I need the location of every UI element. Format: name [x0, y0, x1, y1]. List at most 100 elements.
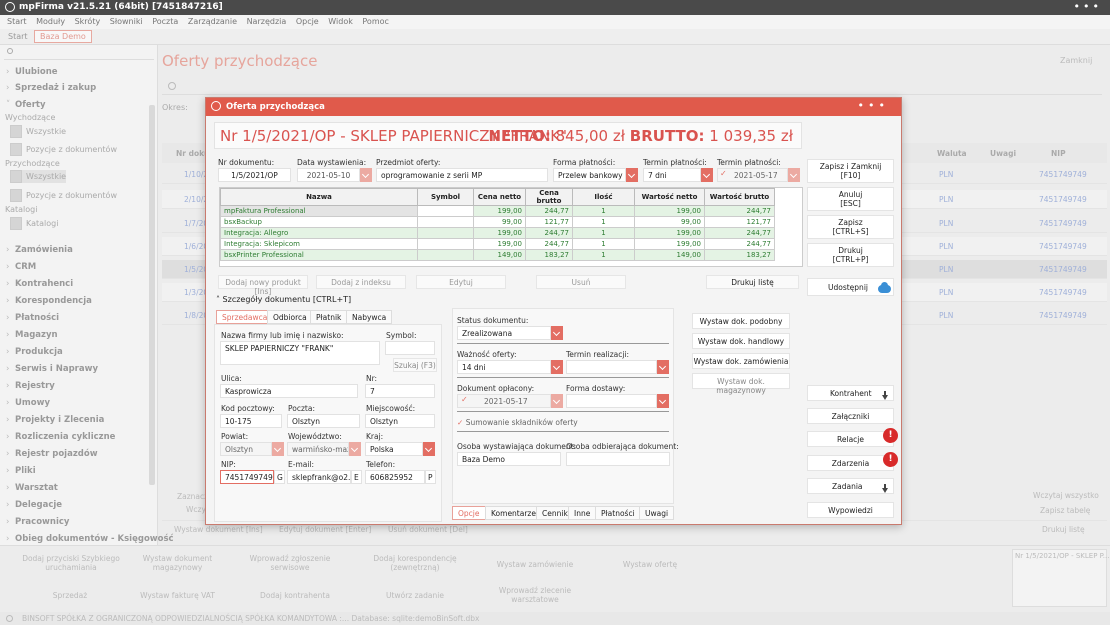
sidebar-item-umowy[interactable]: › Umowy [6, 398, 50, 408]
sidebar-item-pracownicy[interactable]: › Pracownicy [6, 517, 70, 527]
delete-product-button[interactable]: Usuń [536, 275, 626, 289]
status-dokumentu-dropdown-icon[interactable] [551, 326, 563, 340]
sidebar-leaf-przychodzace-wszystkie[interactable]: Wszystkie [10, 170, 67, 183]
col-uwagi[interactable]: Uwagi [990, 149, 1017, 158]
quick-zlecenie-warsztatowe[interactable]: Wprowadź zlecenie warsztatowe [498, 586, 572, 604]
sumowanie-checkbox[interactable]: ✓ Sumowanie składników oferty [457, 418, 578, 427]
sidebar-item-produkcja[interactable]: › Produkcja [6, 347, 63, 357]
menu-moduly[interactable]: Moduły [36, 17, 66, 26]
sidebar-item-serwis[interactable]: › Serwis i Naprawy [6, 364, 98, 374]
sidebar-item-delegacje[interactable]: › Delegacje [6, 500, 63, 510]
status-dokumentu-select[interactable]: Zrealizowana [457, 326, 551, 340]
print-list-button[interactable]: Drukuj listę [706, 275, 799, 289]
quick-utworz-zadanie[interactable]: Utwórz zadanie [386, 591, 444, 600]
forma-dostawy-dropdown-icon[interactable] [657, 394, 669, 408]
data-wystawienia-dropdown-icon[interactable] [360, 168, 372, 182]
sidebar-item-rozliczenia[interactable]: › Rozliczenia cykliczne [6, 432, 116, 442]
menu-zarzadzanie[interactable]: Zarządzanie [187, 17, 238, 26]
termin-platnosci-select[interactable]: 7 dni [643, 168, 701, 182]
add-from-index-button[interactable]: Dodaj z indeksu [316, 275, 406, 289]
sidebar-item-warsztat[interactable]: › Warsztat [6, 483, 58, 493]
termin-date-dropdown-icon[interactable] [788, 168, 800, 182]
quick-wystaw-zamowienie[interactable]: Wystaw zamówienie [496, 560, 574, 569]
osoba-wystawiajaca-input[interactable]: Baza Demo [457, 452, 561, 466]
data-wystawienia-input[interactable]: 2021-05-10 [297, 168, 360, 182]
sidebar-item-ulubione[interactable]: › Ulubione [6, 67, 58, 77]
sidebar-leaf-przychodzace-pozycje[interactable]: Pozycje z dokumentów [10, 189, 117, 202]
sidebar-item-rejestry[interactable]: › Rejestry [6, 381, 55, 391]
tab-odbiorca[interactable]: Odbiorca [267, 310, 313, 324]
table-row[interactable]: Integracja: Allegro 199,00 244,77 1 199,00… [220, 227, 775, 239]
forma-dostawy-select[interactable] [566, 394, 657, 408]
waznosc-select[interactable]: 14 dni [457, 360, 551, 374]
col-wartosc-brutto[interactable]: Wartość brutto [704, 188, 775, 206]
usun-dokument-button[interactable]: Usuń dokument [Del] [388, 525, 468, 534]
col-nip[interactable]: NIP [1051, 149, 1066, 158]
menu-start[interactable]: Start [7, 17, 27, 26]
powiat-dropdown-icon[interactable] [272, 442, 284, 456]
termin-realizacji-dropdown-icon[interactable] [657, 360, 669, 374]
edytuj-dokument-button[interactable]: Edytuj dokument [Enter] [279, 525, 372, 534]
termin-check-icon[interactable]: ✓ [720, 169, 727, 178]
symbol-input[interactable] [385, 341, 435, 355]
wystaw-podobny-button[interactable]: Wystaw dok. podobny [692, 313, 790, 329]
details-section-toggle[interactable]: ˄ Szczegóły dokumentu [CTRL+T] [216, 295, 352, 304]
waznosc-dropdown-icon[interactable] [551, 360, 563, 374]
wypowiedzi-button[interactable]: Wypowiedzi [807, 502, 894, 518]
wojewodztwo-select[interactable]: warmińsko-mazu [287, 442, 349, 456]
col-waluta[interactable]: Waluta [937, 149, 967, 158]
tab-uwagi[interactable]: Uwagi [639, 506, 675, 520]
poczta-input[interactable]: Olsztyn [287, 414, 360, 428]
nr-dokumentu-input[interactable]: 1/5/2021/OP [218, 168, 291, 182]
tab-baza-demo[interactable]: Baza Demo [34, 30, 92, 43]
zadania-button[interactable]: Zadania [807, 478, 894, 494]
sidebar-item-kontrahenci[interactable]: › Kontrahenci [6, 279, 74, 289]
zapisz-tabele-button[interactable]: Zapisz tabelę [1040, 506, 1091, 515]
quick-zgloszenie-serwisowe[interactable]: Wprowadź zgłoszenie serwisowe [249, 554, 331, 572]
zapisz-button[interactable]: Zapisz [CTRL+S] [807, 215, 894, 239]
oplacony-dropdown-icon[interactable] [551, 394, 563, 408]
tab-inne[interactable]: Inne [568, 506, 597, 520]
menu-opcje[interactable]: Opcje [295, 17, 319, 26]
quick-add-buttons[interactable]: Dodaj przyciski Szybkiego uruchamiania [22, 554, 120, 572]
sidebar-leaf-wychodzace-wszystkie[interactable]: Wszystkie [10, 125, 66, 138]
nip-input[interactable]: 7451749749 [220, 470, 274, 484]
table-row[interactable]: Integracja: Sklepicom 199,00 244,77 1 199,… [220, 238, 775, 250]
col-cena-brutto[interactable]: Cena brutto [525, 188, 573, 206]
kraj-dropdown-icon[interactable] [423, 442, 435, 456]
dialog-menu-dots-icon[interactable]: ••• [857, 99, 889, 112]
sidebar-item-korespondencja[interactable]: › Korespondencja [6, 296, 92, 306]
table-row[interactable]: mpFaktura Professional 199,00 244,77 1 199… [220, 205, 775, 217]
nr-input[interactable]: 7 [365, 384, 435, 398]
col-nazwa[interactable]: Nazwa [220, 188, 418, 206]
tab-platnik[interactable]: Płatnik [310, 310, 348, 324]
wczytaj-wszystko-button[interactable]: Wczytaj wszystko [1033, 491, 1099, 500]
menu-slowniki[interactable]: Słowniki [109, 17, 143, 26]
quick-faktura-vat[interactable]: Wystaw fakturę VAT [140, 591, 215, 600]
table-row[interactable]: bsxBackup 99,00 121,77 1 99,00 121,77 [220, 216, 775, 228]
sidebar-item-platnosci[interactable]: › Płatności [6, 313, 60, 323]
add-product-button[interactable]: Dodaj nowy produkt [Ins] [218, 275, 308, 296]
sidebar-item-obieg[interactable]: › Obieg dokumentów - Księgowość [6, 534, 174, 544]
sidebar-leaf-wychodzace-pozycje[interactable]: Pozycje z dokumentów [10, 143, 117, 156]
quick-dodaj-kontrahenta[interactable]: Dodaj kontrahenta [260, 591, 330, 600]
zdarzenia-button[interactable]: Zdarzenia [807, 455, 894, 471]
sidebar-scrollbar[interactable] [149, 105, 155, 485]
sidebar-item-magazyn[interactable]: › Magazyn [6, 330, 58, 340]
sidebar-item-projekty[interactable]: › Projekty i Zlecenia [6, 415, 105, 425]
kraj-select[interactable]: Polska [365, 442, 423, 456]
termin-realizacji-select[interactable] [566, 360, 657, 374]
col-wartosc-netto[interactable]: Wartość netto [634, 188, 705, 206]
zalaczniki-button[interactable]: Załączniki [807, 408, 894, 424]
szukaj-button[interactable]: Szukaj (F3) [393, 358, 437, 372]
udostepnij-button[interactable]: Udostępnij [807, 278, 894, 296]
telefon-call-button[interactable]: P [425, 470, 436, 484]
sidebar-item-crm[interactable]: › CRM [6, 262, 37, 272]
anuluj-button[interactable]: Anuluj [ESC] [807, 187, 894, 211]
wystaw-magazynowy-button[interactable]: Wystaw dok. magazynowy [692, 373, 790, 395]
telefon-input[interactable]: 606825952 [365, 470, 425, 484]
window-menu-dots-icon[interactable]: ••• [1073, 0, 1102, 13]
table-row[interactable]: bsxPrinter Professional 149,00 183,27 1 14… [220, 249, 775, 261]
window-thumbnail[interactable]: Nr 1/5/2021/OP - SKLEP P... [1012, 549, 1109, 607]
email-send-button[interactable]: E [351, 470, 362, 484]
